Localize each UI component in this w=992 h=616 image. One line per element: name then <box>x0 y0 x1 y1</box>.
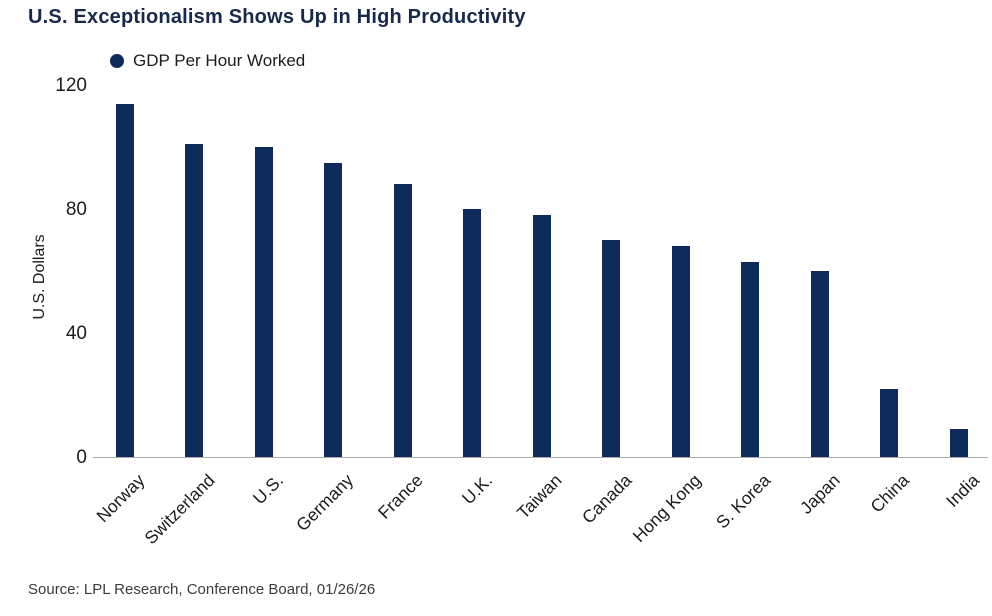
bar-japan <box>810 271 829 457</box>
y-tick-label-40: 40 <box>65 323 87 344</box>
x-tick-label-hong-kong: Hong Kong <box>628 470 705 547</box>
bar-china <box>880 388 898 457</box>
x-tick-label-taiwan: Taiwan <box>512 470 566 523</box>
legend-circle-icon <box>110 54 124 68</box>
x-tick-label-india: India <box>941 470 983 511</box>
legend: GDP Per Hour Worked <box>110 51 305 71</box>
x-tick-label-japan: Japan <box>795 470 844 518</box>
bar-norway <box>115 103 134 457</box>
source-attribution: Source: LPL Research, Conference Board, … <box>28 581 376 598</box>
x-tick-label-canada: Canada <box>577 470 636 528</box>
x-tick-label-u-k: U.K. <box>457 470 497 509</box>
x-tick-label-france: France <box>373 470 427 523</box>
y-tick-label-80: 80 <box>65 199 87 220</box>
legend-label: GDP Per Hour Worked <box>133 51 306 70</box>
bar-u-s <box>254 147 273 457</box>
x-tick-label-switzerland: Switzerland <box>140 470 219 549</box>
bar-taiwan <box>532 215 551 457</box>
bar-switzerland <box>185 143 203 457</box>
x-tick-label-norway: Norway <box>92 470 149 527</box>
bar-germany <box>324 162 342 457</box>
y-tick-label-120: 120 <box>55 75 87 96</box>
plot-area <box>93 86 988 458</box>
x-axis-line <box>93 457 988 458</box>
bar-india <box>949 429 968 457</box>
x-axis-labels: Norway Switzerland U.S. Germany France U.K. Ta… <box>93 458 988 573</box>
bar-hong-kong <box>671 246 690 457</box>
x-tick-label-u-s: U.S. <box>249 470 288 509</box>
chart-title: U.S. Exceptionalism Shows Up in High Pro… <box>28 6 526 28</box>
x-tick-label-china: China <box>866 470 914 517</box>
bar-canada <box>602 240 620 457</box>
bar-france <box>393 184 412 457</box>
y-axis-ticks: 0 40 80 120 <box>30 76 87 468</box>
x-tick-label-germany: Germany <box>292 470 358 536</box>
bar-s-korea <box>741 261 759 457</box>
bar-u-k <box>463 209 481 457</box>
x-tick-label-s-korea: S. Korea <box>711 470 775 533</box>
y-tick-label-0: 0 <box>76 447 87 468</box>
